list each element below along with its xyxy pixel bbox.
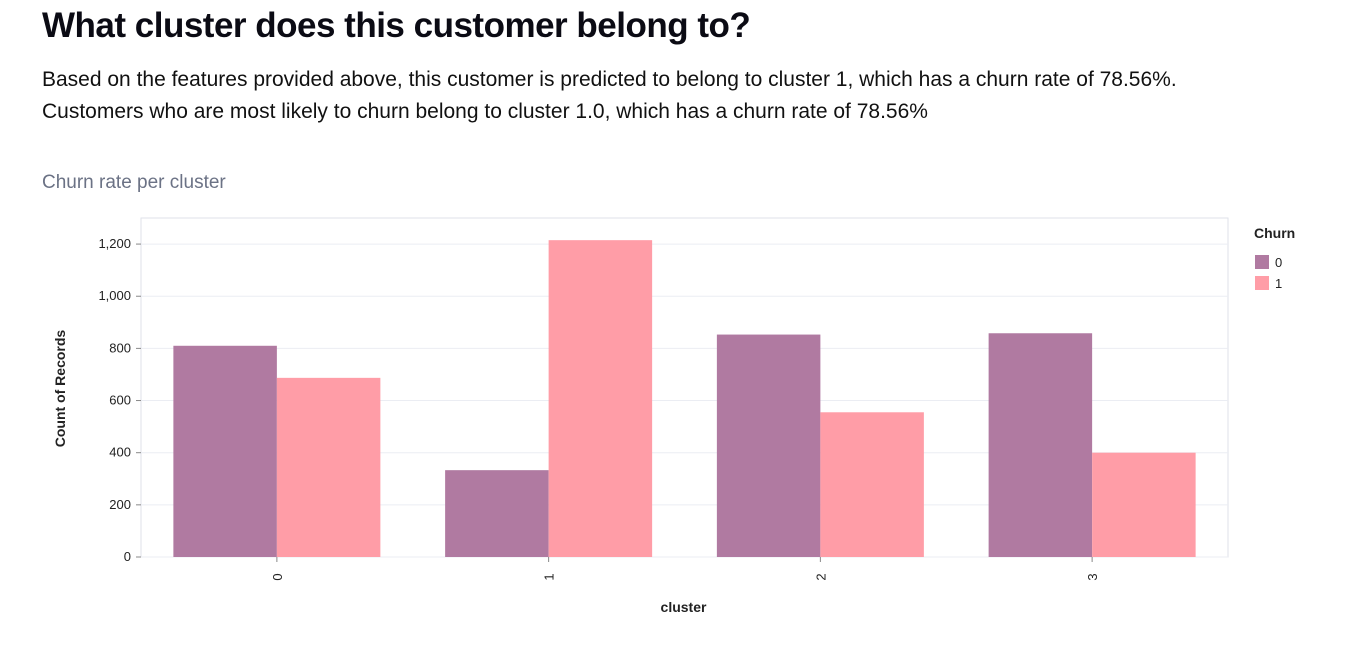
legend-label-0: 0 xyxy=(1275,255,1282,270)
prediction-line-2: Customers who are most likely to churn b… xyxy=(42,100,928,123)
y-tick-label: 400 xyxy=(109,445,131,460)
x-tick-label: 1 xyxy=(542,573,557,580)
chart-caption: Churn rate per cluster xyxy=(42,172,226,193)
legend-swatch-0 xyxy=(1255,255,1269,269)
bar-cluster-2-churn-0 xyxy=(716,334,821,557)
legend-title: Churn xyxy=(1254,225,1295,241)
x-axis-title: cluster xyxy=(661,599,707,615)
y-tick-label: 0 xyxy=(124,549,131,564)
bar-cluster-1-churn-0 xyxy=(445,470,549,557)
bar-cluster-3-churn-0 xyxy=(988,333,1093,557)
x-tick-label: 0 xyxy=(270,573,285,580)
y-axis-title: Count of Records xyxy=(52,330,68,448)
bar-cluster-3-churn-1 xyxy=(1092,452,1196,557)
y-tick-label: 600 xyxy=(109,393,131,408)
bar-cluster-0-churn-1 xyxy=(276,377,381,557)
y-tick-label: 1,000 xyxy=(98,288,131,303)
bar-cluster-0-churn-0 xyxy=(173,345,277,557)
prediction-line-1: Based on the features provided above, th… xyxy=(42,68,1177,91)
y-tick-label: 800 xyxy=(109,340,131,355)
x-tick-label: 2 xyxy=(813,573,828,580)
x-tick-label: 3 xyxy=(1085,573,1100,580)
legend-label-1: 1 xyxy=(1275,276,1282,291)
bar-cluster-1-churn-1 xyxy=(548,240,653,557)
y-tick-label: 200 xyxy=(109,497,131,512)
page-title: What cluster does this customer belong t… xyxy=(42,6,751,45)
bar-cluster-2-churn-1 xyxy=(820,412,924,557)
legend-swatch-1 xyxy=(1255,276,1269,290)
y-tick-label: 1,200 xyxy=(98,236,131,251)
prediction-description: Based on the features provided above, th… xyxy=(42,64,1177,128)
